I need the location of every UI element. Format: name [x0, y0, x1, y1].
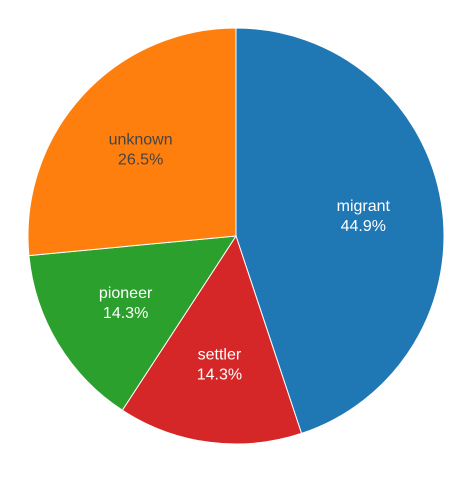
slice-percent-label: 14.3% [197, 366, 242, 383]
slice-label-unknown: unknown 26.5% [109, 131, 173, 168]
slice-percent-label: 14.3% [103, 305, 148, 322]
pie-slice-migrant[interactable] [235, 27, 445, 435]
slice-category-label: unknown [109, 131, 173, 148]
slice-percent-label: 44.9% [341, 217, 386, 234]
pie-slice-pioneer[interactable] [28, 235, 237, 411]
pie-slice-settler[interactable] [121, 234, 303, 445]
slice-label-pioneer: pioneer 14.3% [99, 285, 153, 322]
slice-category-label: pioneer [99, 285, 153, 302]
slice-percent-label: 26.5% [118, 151, 163, 168]
pie-slices [27, 27, 445, 445]
slice-label-migrant: migrant 44.9% [337, 197, 391, 234]
slice-label-settler: settler 14.3% [197, 346, 242, 383]
slice-category-label: settler [198, 346, 242, 363]
pie-labels: migrant 44.9% settler 14.3% pioneer 14.3% unkn… [99, 131, 391, 383]
slice-category-label: migrant [337, 197, 391, 214]
pie-slice-unknown[interactable] [27, 27, 237, 257]
